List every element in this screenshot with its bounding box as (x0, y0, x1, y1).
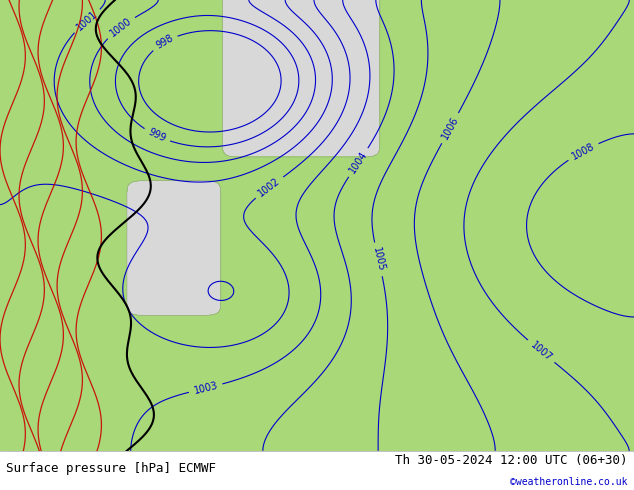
Text: 1002: 1002 (256, 176, 282, 199)
Text: 1006: 1006 (440, 115, 460, 141)
Text: 1004: 1004 (347, 149, 370, 175)
Text: 999: 999 (146, 127, 167, 144)
Text: 1005: 1005 (371, 246, 386, 272)
Text: 1001: 1001 (74, 9, 100, 33)
Text: ©weatheronline.co.uk: ©weatheronline.co.uk (510, 477, 628, 487)
Text: 998: 998 (154, 33, 175, 51)
Text: Surface pressure [hPa] ECMWF: Surface pressure [hPa] ECMWF (6, 462, 216, 475)
Text: Th 30-05-2024 12:00 UTC (06+30): Th 30-05-2024 12:00 UTC (06+30) (395, 454, 628, 467)
Text: 1003: 1003 (193, 380, 219, 396)
Text: 1008: 1008 (570, 141, 596, 162)
Text: 1007: 1007 (528, 340, 553, 363)
Text: 1000: 1000 (108, 16, 133, 39)
